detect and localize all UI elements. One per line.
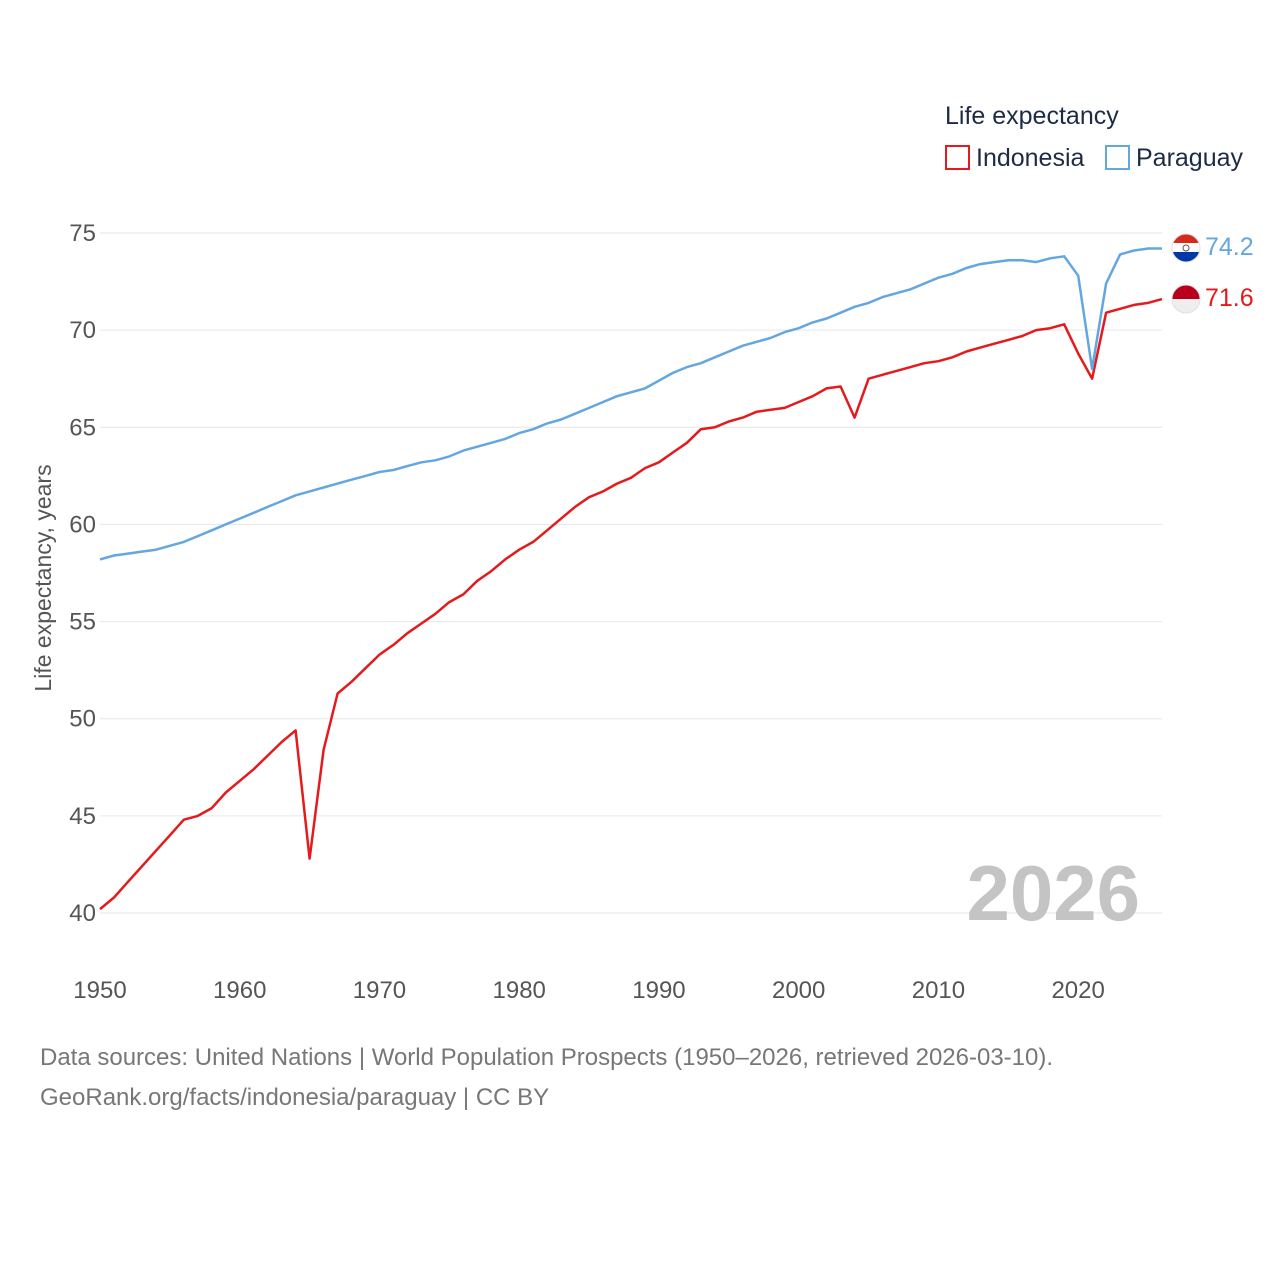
x-axis-ticks: 1950 1960 1970 1980 1990 2000 2010 2020 <box>73 977 1105 1004</box>
legend-label-paraguay[interactable]: Paraguay <box>1136 144 1244 172</box>
y-tick-label-70: 70 <box>69 317 96 344</box>
y-axis-ticks: 40 45 50 55 60 65 70 75 <box>69 220 96 927</box>
indonesia-flag-icon <box>1172 285 1200 313</box>
legend: Life expectancy Indonesia Paraguay <box>945 102 1244 172</box>
series-line-indonesia[interactable] <box>99 297 1163 911</box>
legend-title: Life expectancy <box>945 102 1119 130</box>
x-tick-label-1960: 1960 <box>213 977 266 1004</box>
x-tick-label-2010: 2010 <box>912 977 965 1004</box>
paraguay-flag-icon <box>1172 234 1200 262</box>
y-tick-label-65: 65 <box>69 414 96 441</box>
footer-credit: GeoRank.org/facts/indonesia/paraguay | C… <box>40 1084 550 1111</box>
x-tick-label-1970: 1970 <box>353 977 406 1004</box>
y-tick-label-45: 45 <box>69 803 96 830</box>
x-tick-label-1990: 1990 <box>632 977 685 1004</box>
x-tick-label-2000: 2000 <box>772 977 825 1004</box>
y-tick-label-50: 50 <box>69 706 96 733</box>
x-tick-label-1950: 1950 <box>73 977 126 1004</box>
current-year-label: 2026 <box>966 849 1140 937</box>
gridlines <box>100 232 1162 914</box>
footer-source: Data sources: United Nations | World Pop… <box>40 1044 1054 1071</box>
x-tick-label-1980: 1980 <box>493 977 546 1004</box>
x-tick-label-2020: 2020 <box>1051 977 1104 1004</box>
y-tick-label-75: 75 <box>69 220 96 247</box>
series-line-paraguay[interactable] <box>99 247 1162 561</box>
y-tick-label-40: 40 <box>69 900 96 927</box>
line-chart: 40 45 50 55 60 65 70 75 1950 1960 1970 1980 1990 200… <box>30 102 1254 1004</box>
legend-label-indonesia[interactable]: Indonesia <box>976 144 1085 172</box>
series-lines <box>99 247 1163 911</box>
y-tick-label-60: 60 <box>69 511 96 538</box>
y-axis-title: Life expectancy, years <box>30 464 56 691</box>
end-label-indonesia: 71.6 <box>1205 284 1254 312</box>
end-label-paraguay: 74.2 <box>1205 233 1254 261</box>
y-tick-label-55: 55 <box>69 609 96 636</box>
legend-swatch-paraguay[interactable] <box>1105 145 1130 170</box>
legend-swatch-indonesia[interactable] <box>945 145 970 170</box>
